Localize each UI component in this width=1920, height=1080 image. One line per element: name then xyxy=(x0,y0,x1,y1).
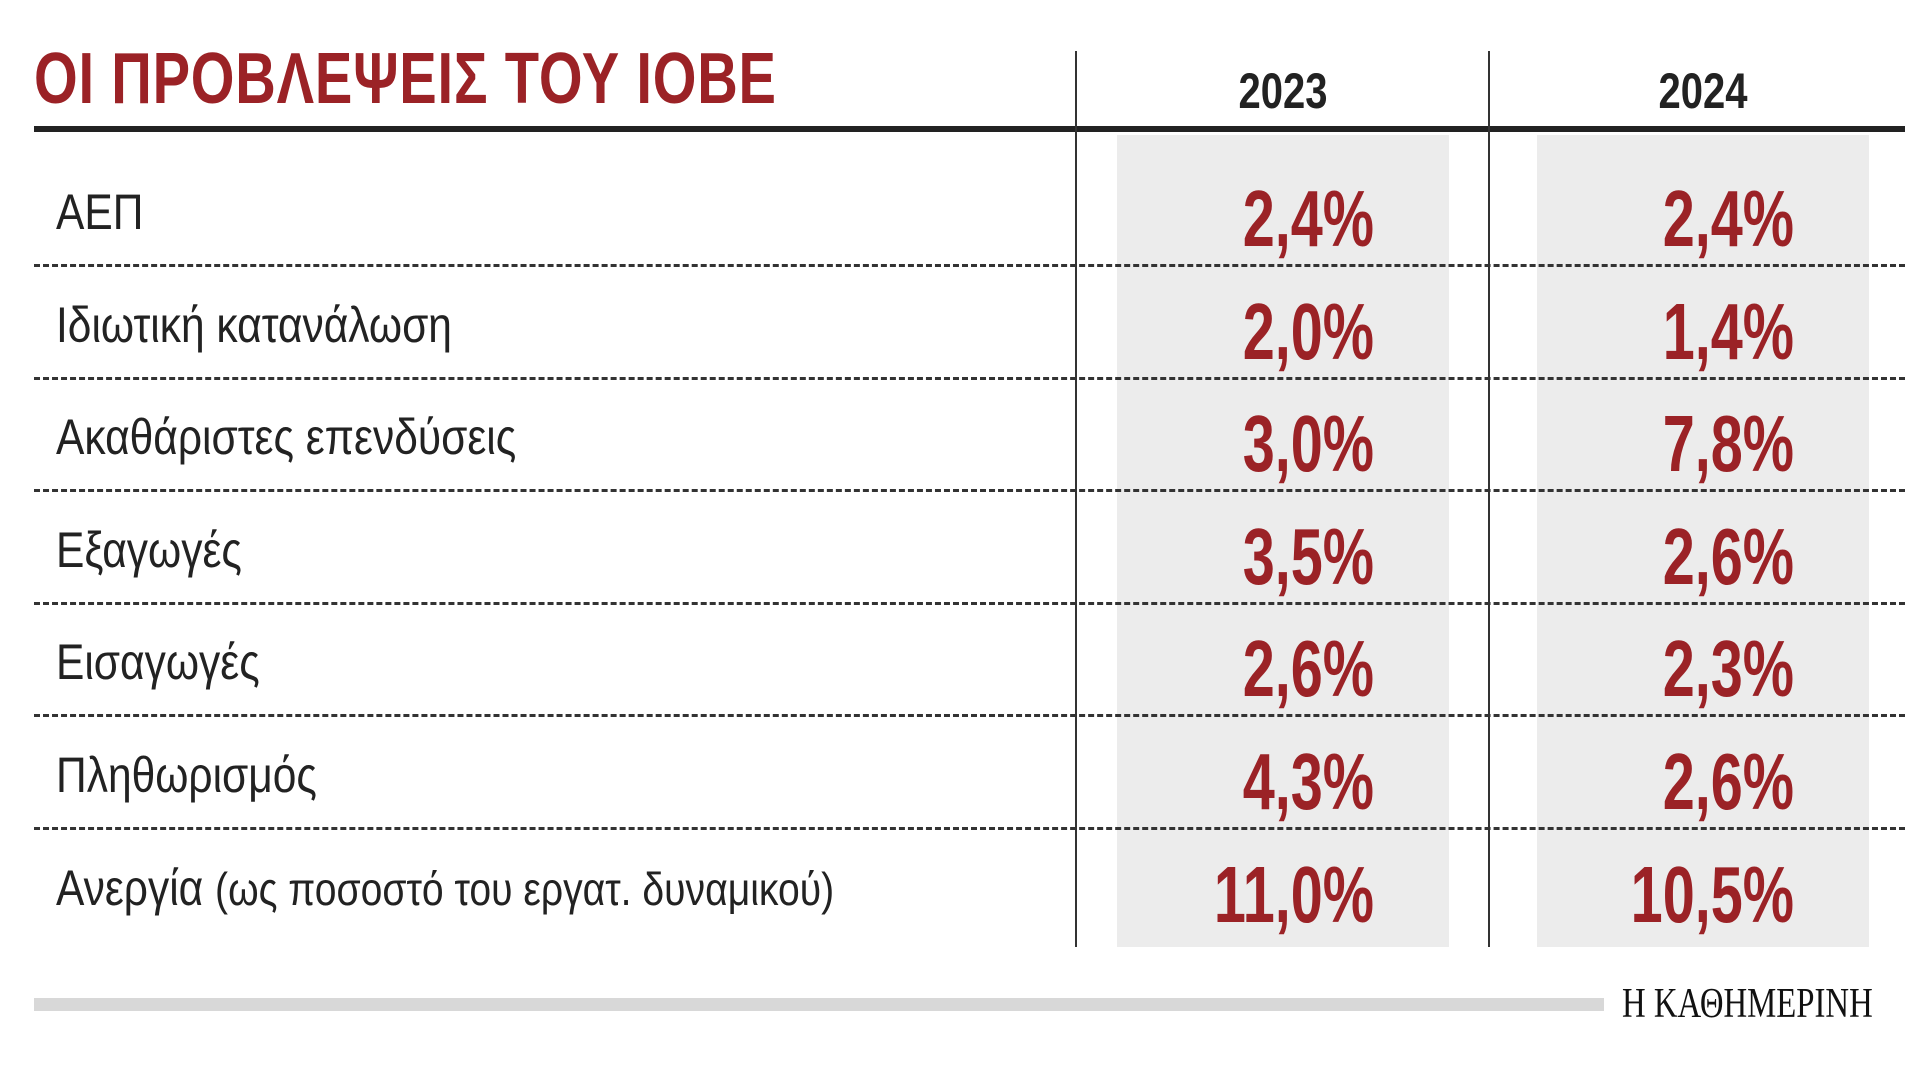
value-2024: 2,4% xyxy=(1662,174,1794,263)
table-row: Ιδιωτική κατανάλωση 2,0% 1,4% xyxy=(34,268,1905,380)
value-2024: 1,4% xyxy=(1662,286,1794,376)
value-2024: 2,3% xyxy=(1662,624,1794,714)
column-header-2023: 2023 xyxy=(1238,63,1328,119)
row-label: Ανεργία (ως ποσοστό του εργατ. δυναμικού… xyxy=(56,859,834,917)
row-divider xyxy=(34,714,1905,718)
table-row: ΑΕΠ 2,4% 2,4% xyxy=(34,155,1905,267)
row-label-text: Ιδιωτική κατανάλωση xyxy=(56,296,452,353)
row-label-text: Εξαγωγές xyxy=(56,521,242,578)
value-2024: 2,6% xyxy=(1662,511,1794,601)
column-divider xyxy=(1488,51,1490,947)
value-2023: 11,0% xyxy=(1213,849,1374,939)
value-2023: 3,0% xyxy=(1242,399,1374,489)
value-2024: 7,8% xyxy=(1662,399,1794,489)
table-row: Ανεργία (ως ποσοστό του εργατ. δυναμικού… xyxy=(34,831,1905,943)
footer-bar xyxy=(34,998,1604,1011)
row-label: Ιδιωτική κατανάλωση xyxy=(56,296,452,354)
row-note: (ως ποσοστό του εργατ. δυναμικού) xyxy=(215,862,835,915)
column-background-2023 xyxy=(1117,135,1449,947)
row-label: ΑΕΠ xyxy=(56,183,143,241)
column-divider xyxy=(1075,51,1077,947)
header-rule xyxy=(34,126,1905,132)
row-label-text: Πληθωρισμός xyxy=(56,747,317,803)
row-divider xyxy=(34,264,1905,267)
table-row: Εξαγωγές 3,5% 2,6% xyxy=(34,493,1905,605)
row-label-text: Ανεργία xyxy=(56,859,204,916)
value-2024: 2,6% xyxy=(1662,737,1794,826)
table-row: Πληθωρισμός 4,3% 2,6% xyxy=(34,718,1905,830)
column-background-2024 xyxy=(1537,135,1869,947)
page-title: ΟΙ ΠΡΟΒΛΕΨΕΙΣ ΤΟΥ ΙΟΒΕ xyxy=(34,39,777,119)
value-2023: 2,4% xyxy=(1242,174,1374,263)
value-2024: 10,5% xyxy=(1630,849,1794,939)
column-header-2024: 2024 xyxy=(1658,63,1748,119)
row-label-text: Εισαγωγές xyxy=(56,634,260,691)
value-2023: 4,3% xyxy=(1242,737,1374,826)
row-label: Πληθωρισμός xyxy=(56,746,317,804)
value-2023: 2,0% xyxy=(1242,286,1374,376)
row-label: Εισαγωγές xyxy=(56,633,260,691)
value-2023: 3,5% xyxy=(1242,511,1374,601)
table-row: Ακαθάριστες επενδύσεις 3,0% 7,8% xyxy=(34,380,1905,493)
row-label-text: Ακαθάριστες επενδύσεις xyxy=(56,409,517,466)
row-label: Ακαθάριστες επενδύσεις xyxy=(56,408,516,466)
row-divider xyxy=(34,827,1905,830)
row-label-text: ΑΕΠ xyxy=(56,184,144,240)
row-label: Εξαγωγές xyxy=(56,521,242,579)
row-divider xyxy=(34,489,1905,493)
row-divider xyxy=(34,376,1905,380)
table-row: Εισαγωγές 2,6% 2,3% xyxy=(34,605,1905,718)
row-divider xyxy=(34,601,1905,605)
source-logo: Η ΚΑΘΗΜΕΡΙΝΗ xyxy=(1622,981,1873,1027)
value-2023: 2,6% xyxy=(1242,624,1374,714)
